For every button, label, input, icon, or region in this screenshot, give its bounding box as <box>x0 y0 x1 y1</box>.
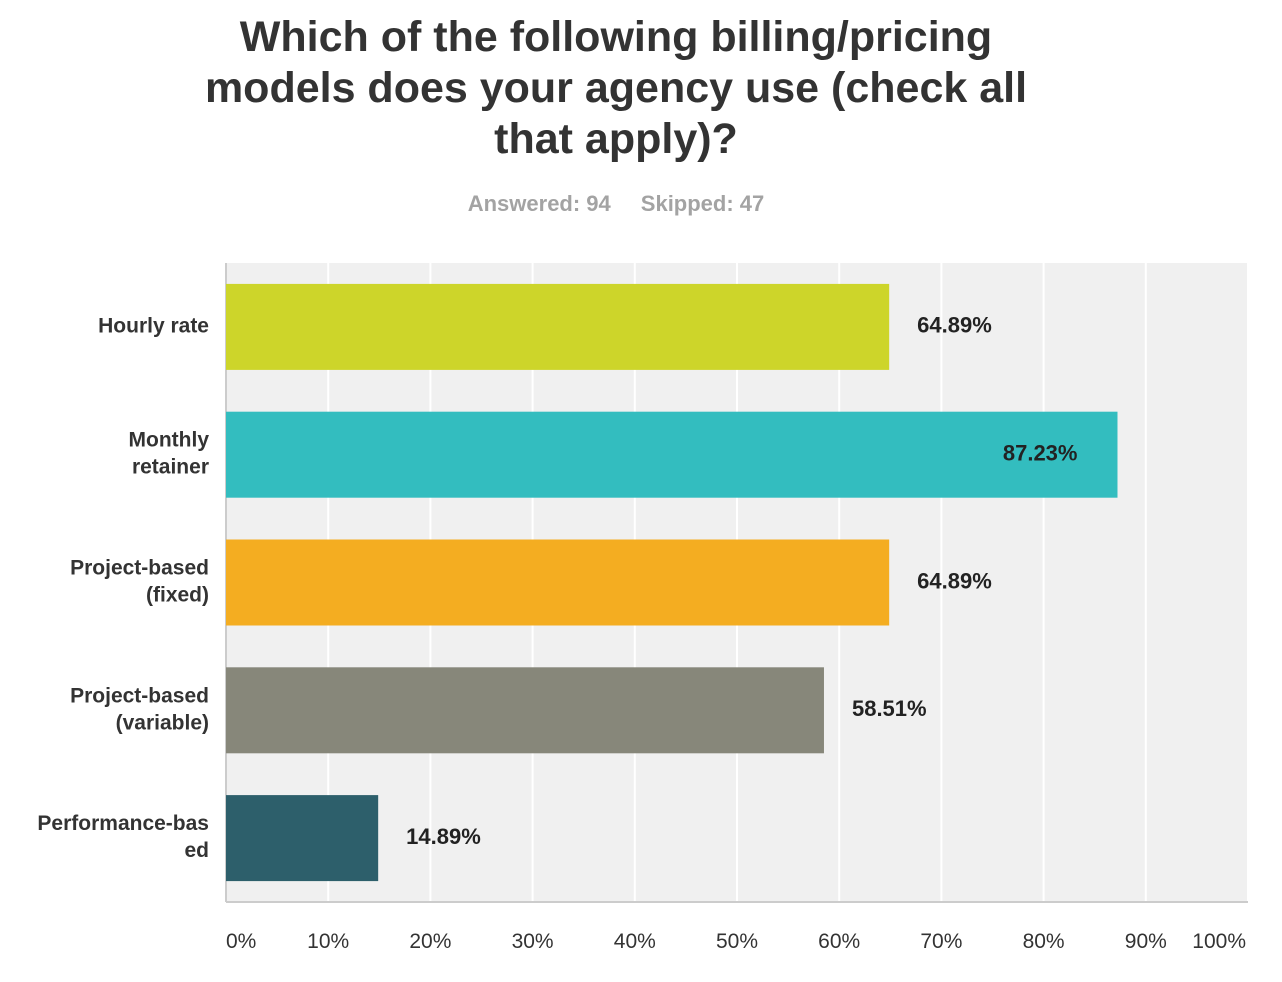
category-label-line: retainer <box>132 456 209 479</box>
x-tick-label: 60% <box>818 930 860 953</box>
x-tick-label: 100% <box>1192 930 1246 953</box>
bar <box>226 539 890 626</box>
category-label-line: ed <box>184 839 209 862</box>
value-label: 58.51% <box>852 696 927 721</box>
x-tick-label: 20% <box>409 930 451 953</box>
category-label: Project-based (variable) <box>70 684 209 734</box>
category-label: Performance-bas ed <box>37 812 209 862</box>
value-label: 64.89% <box>917 313 992 338</box>
value-label: 87.23% <box>1003 441 1078 466</box>
chart-title: Which of the following billing/pricing m… <box>166 12 1066 165</box>
category-label: Project-based (fixed) <box>70 557 209 607</box>
value-label: 64.89% <box>917 568 992 593</box>
category-label-line: Project-based <box>70 557 209 580</box>
x-tick-label: 70% <box>920 930 962 953</box>
value-label: 14.89% <box>406 824 481 849</box>
response-stats: Answered: 94 Skipped: 47 <box>0 191 1232 217</box>
title-line: Which of the following billing/pricing <box>239 13 993 61</box>
x-tick-label: 50% <box>716 930 758 953</box>
bar <box>226 283 890 370</box>
x-tick-label: 80% <box>1023 930 1065 953</box>
title-line: that apply)? <box>494 115 738 163</box>
category-label-line: Monthly <box>129 429 210 452</box>
answered-count: Answered: 94 <box>467 191 611 216</box>
x-tick-label: 10% <box>307 930 349 953</box>
x-tick-label: 90% <box>1125 930 1167 953</box>
bar <box>226 795 379 882</box>
category-label-line: (variable) <box>116 711 209 734</box>
category-label-line: (fixed) <box>146 584 209 607</box>
category-label: Monthly retainer <box>129 429 210 479</box>
x-tick-label: 30% <box>512 930 554 953</box>
skipped-count: Skipped: 47 <box>640 191 765 216</box>
title-line: models does your agency use (check all <box>204 64 1028 112</box>
category-label-line: Hourly rate <box>98 314 209 337</box>
category-label: Hourly rate <box>98 314 209 337</box>
category-label-line: Project-based <box>70 684 209 707</box>
bar <box>226 667 824 754</box>
bar <box>226 411 1118 498</box>
x-tick-label: 0% <box>226 930 256 953</box>
x-tick-label: 40% <box>614 930 656 953</box>
category-label-line: Performance-bas <box>37 812 209 835</box>
